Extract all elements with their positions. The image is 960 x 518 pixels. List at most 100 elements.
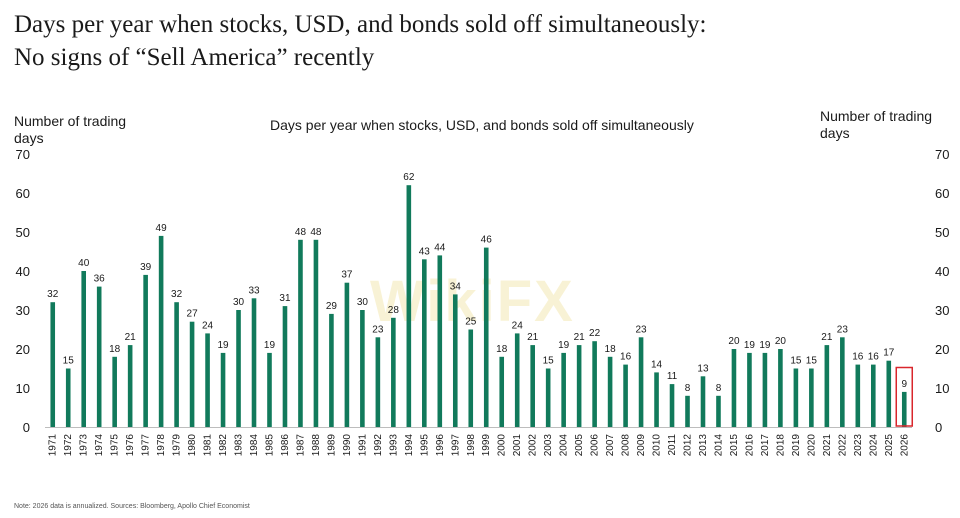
data-label: 19 (217, 340, 229, 351)
y-axis-title-right: Number of trading days (820, 108, 933, 141)
x-tick-label: 2008 (621, 434, 632, 457)
x-tick-label: 1995 (419, 434, 430, 457)
x-tick-label: 1991 (357, 434, 368, 457)
bar (96, 286, 102, 427)
data-label: 15 (63, 356, 75, 367)
headline-line-2: No signs of “Sell America” recently (14, 44, 375, 71)
data-label: 31 (279, 293, 291, 304)
y-tick-label-right: 0 (935, 420, 942, 435)
bar (174, 302, 179, 427)
x-tick-label: 1982 (218, 434, 229, 457)
data-label: 13 (697, 363, 709, 374)
y-tick-label-right: 60 (935, 186, 949, 201)
bar (623, 364, 628, 427)
x-tick-label: 2020 (806, 434, 817, 457)
bar (530, 345, 535, 427)
bar (143, 274, 148, 427)
x-tick-label: 1985 (264, 434, 275, 457)
x-tick-label: 2013 (698, 434, 709, 457)
bar (809, 368, 814, 427)
footnote: Note: 2026 data is annualized. Sources: … (14, 503, 250, 510)
bar (870, 364, 876, 427)
y-tick-label-right: 40 (935, 264, 949, 279)
bar (545, 368, 551, 427)
data-label: 21 (527, 332, 539, 343)
bar (855, 364, 861, 427)
data-label: 20 (728, 336, 740, 347)
bar (886, 360, 892, 427)
x-tick-label: 1989 (326, 434, 337, 457)
data-label: 18 (496, 344, 508, 355)
bar (437, 255, 443, 427)
data-label: 27 (187, 309, 199, 320)
bar (607, 356, 613, 427)
data-label: 33 (248, 285, 260, 296)
data-label: 48 (310, 227, 322, 238)
x-tick-label: 2009 (636, 434, 647, 457)
bar (638, 337, 644, 427)
data-label: 32 (47, 289, 59, 300)
data-label: 49 (156, 223, 168, 234)
bar (344, 282, 350, 427)
data-label: 37 (341, 270, 353, 281)
y-tick-label-left: 20 (16, 342, 30, 357)
x-tick-label: 1992 (373, 434, 384, 457)
x-tick-label: 1976 (125, 434, 136, 457)
data-label: 29 (326, 301, 338, 312)
bar (313, 239, 319, 427)
bar (576, 345, 582, 427)
y-tick-label-right: 50 (935, 225, 949, 240)
x-tick-label: 2015 (729, 434, 740, 457)
data-label: 25 (465, 317, 477, 328)
x-tick-label: 1988 (311, 434, 322, 457)
y-tick-label-left: 30 (16, 303, 30, 318)
data-label: 15 (806, 356, 818, 367)
x-tick-label: 1990 (342, 434, 353, 457)
bar (81, 271, 87, 427)
bar (514, 333, 520, 427)
data-label: 8 (716, 383, 722, 394)
bar (716, 395, 721, 427)
bar (236, 310, 241, 427)
x-tick-label: 1984 (249, 434, 260, 457)
x-tick-label: 1996 (435, 434, 446, 457)
data-label: 39 (140, 262, 152, 273)
y-tick-label-left: 70 (16, 147, 30, 162)
data-label: 62 (403, 172, 415, 183)
data-label: 23 (636, 324, 648, 335)
bar (50, 302, 56, 427)
x-tick-label: 2006 (590, 434, 601, 457)
bar (468, 329, 474, 427)
bar (824, 345, 830, 427)
x-tick-label: 2017 (760, 434, 771, 457)
bar (592, 341, 597, 427)
bar (901, 391, 907, 427)
bar (375, 337, 381, 427)
data-label: 24 (202, 320, 214, 331)
x-tick-label: 2014 (713, 434, 724, 457)
bar (298, 239, 303, 427)
headline-line-1: Days per year when stocks, USD, and bond… (14, 11, 707, 38)
bar (793, 368, 799, 427)
data-label: 32 (171, 289, 183, 300)
data-label: 30 (233, 297, 245, 308)
bar (127, 345, 133, 427)
x-tick-label: 2011 (667, 434, 678, 456)
bar (483, 247, 489, 427)
bar (561, 352, 566, 427)
y-tick-label-left: 10 (16, 381, 30, 396)
bar (731, 349, 737, 427)
bar (282, 306, 288, 427)
data-label: 19 (558, 340, 570, 351)
x-tick-label: 1999 (481, 434, 492, 457)
data-label: 14 (651, 359, 663, 370)
data-label: 23 (372, 324, 384, 335)
chart-title: Days per year when stocks, USD, and bond… (270, 117, 694, 133)
x-tick-label: 2018 (775, 434, 786, 457)
data-label: 24 (512, 320, 524, 331)
bar (267, 352, 272, 427)
x-tick-label: 2007 (605, 434, 616, 457)
bar (700, 376, 706, 427)
x-tick-label: 1986 (280, 434, 291, 457)
y-tick-label-left: 60 (16, 186, 30, 201)
